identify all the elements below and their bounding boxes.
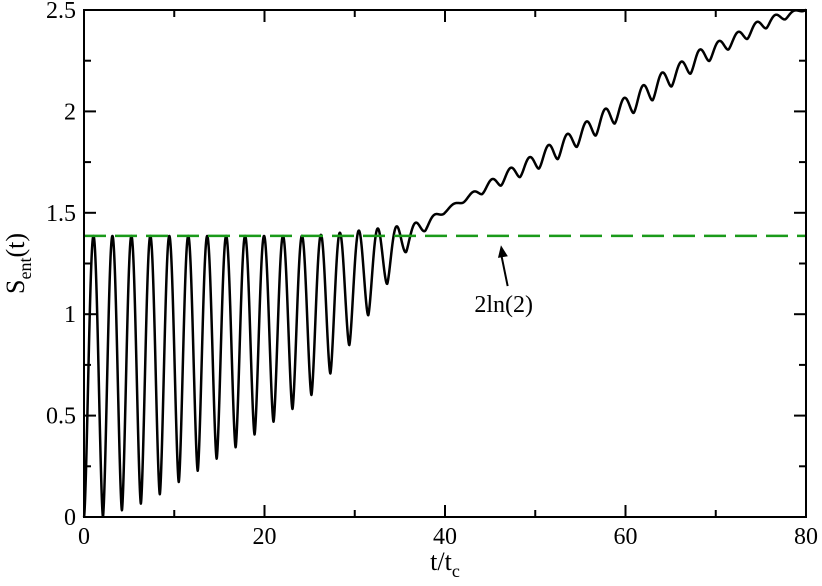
y-tick-label: 2 — [64, 99, 76, 125]
y-tick-label: 2.5 — [46, 0, 76, 24]
plot-area — [82, 8, 808, 518]
x-axis-label: t/tc — [430, 547, 460, 581]
series-line — [82, 8, 808, 518]
plot-frame — [83, 9, 807, 518]
annotation-arrowhead — [497, 245, 508, 258]
annotation-label: 2ln(2) — [474, 292, 533, 318]
axis-ticks: 0 20 40 60 80 0 0.5 1 1.5 2 2.5 — [46, 0, 818, 550]
x-tick-label: 80 — [794, 524, 818, 550]
x-tick-label: 20 — [253, 524, 277, 550]
y-tick-label: 0.5 — [46, 404, 76, 430]
x-tick-label: 40 — [433, 524, 457, 550]
x-tick-label: 60 — [614, 524, 638, 550]
annotation: 2ln(2) — [474, 245, 533, 318]
x-tick-label: 0 — [78, 524, 90, 550]
y-tick-label: 0 — [64, 505, 76, 531]
y-tick-label: 1.5 — [46, 201, 76, 227]
annotation-arrow — [499, 253, 509, 287]
y-axis-label: Sent(t) — [1, 233, 35, 294]
y-tick-label: 1 — [64, 302, 76, 328]
